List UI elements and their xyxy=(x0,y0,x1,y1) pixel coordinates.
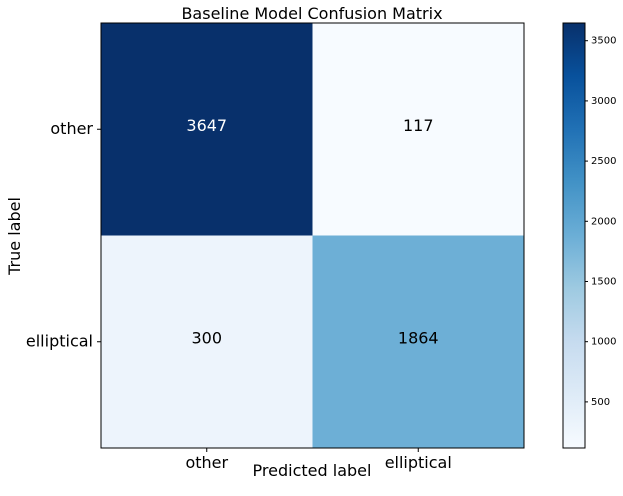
x-tick-label: elliptical xyxy=(385,453,452,472)
x-axis-label: Predicted label xyxy=(253,461,372,480)
colorbar-tick-label: 2500 xyxy=(591,156,616,167)
y-tick-label: elliptical xyxy=(26,331,93,350)
cell-value-label: 300 xyxy=(191,328,222,347)
matrix-cell-r0-c1 xyxy=(312,23,524,236)
matrix-cell-r1-c1 xyxy=(312,235,524,448)
chart-title: Baseline Model Confusion Matrix xyxy=(181,4,442,23)
y-axis-label: True label xyxy=(5,197,24,276)
colorbar-tick-label: 3000 xyxy=(591,96,616,107)
cell-value-label: 1864 xyxy=(398,328,439,347)
colorbar-tick-label: 3500 xyxy=(591,36,616,47)
colorbar-tick-label: 500 xyxy=(591,397,610,408)
colorbar-ticks: 500 1000 1500 2000 2500 3000 3500 xyxy=(585,36,616,408)
cell-value-label: 3647 xyxy=(186,116,227,135)
matrix-cells: 3647 117 300 1864 xyxy=(101,23,524,448)
y-axis-ticks: other elliptical xyxy=(26,119,101,350)
matrix-cell-r0-c0 xyxy=(101,23,313,236)
colorbar-tick-label: 1000 xyxy=(591,337,616,348)
plot-frame xyxy=(100,22,525,449)
x-tick-label: other xyxy=(185,453,228,472)
y-tick-label: other xyxy=(50,119,93,138)
colorbar-tick-label: 1500 xyxy=(591,276,616,287)
cell-value-label: 117 xyxy=(403,116,434,135)
colorbar-tick-label: 2000 xyxy=(591,216,616,227)
matrix-cell-r1-c0 xyxy=(101,235,313,448)
colorbar: 500 1000 1500 2000 2500 3000 3500 xyxy=(562,22,616,449)
colorbar-gradient xyxy=(562,22,586,449)
x-axis-ticks: other elliptical xyxy=(185,448,452,472)
